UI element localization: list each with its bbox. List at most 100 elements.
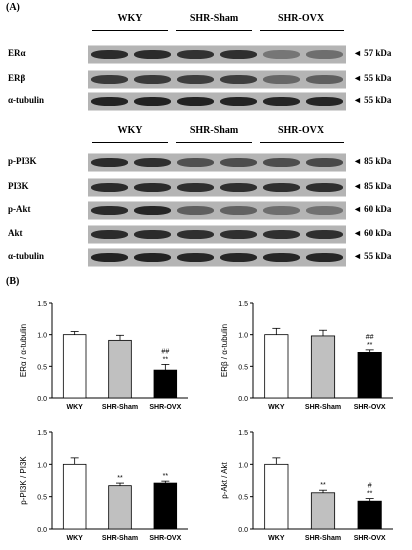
y-tick-label: 0.0 xyxy=(238,396,248,403)
y-tick-label: 1.0 xyxy=(238,462,248,469)
bar xyxy=(310,335,336,399)
blot-strip xyxy=(88,153,346,172)
x-tick-label: WKY xyxy=(268,404,285,411)
x-tick-label: WKY xyxy=(66,535,83,542)
blot-band xyxy=(134,230,171,239)
blot-band xyxy=(220,97,257,106)
blot-band xyxy=(306,206,343,215)
blot-band xyxy=(220,50,257,59)
group-header-wky-bottom: WKY xyxy=(117,125,143,136)
significance-mark: ** xyxy=(117,475,123,482)
blot-band xyxy=(177,158,214,167)
blot-band xyxy=(306,75,343,84)
blot-row-label: Akt xyxy=(8,228,23,238)
blot-band xyxy=(263,183,300,192)
blot-band xyxy=(134,158,171,167)
blot-band xyxy=(306,253,343,262)
blot-strip xyxy=(88,92,346,111)
group-header-line xyxy=(176,142,252,143)
bar xyxy=(62,463,87,530)
y-axis-label: p-PI3K / PI3K xyxy=(19,456,28,505)
blot-band xyxy=(91,75,128,84)
blot-band xyxy=(91,50,128,59)
significance-mark: ** xyxy=(367,342,373,349)
significance-mark: ** xyxy=(163,356,169,363)
blot-band xyxy=(220,206,257,215)
y-tick-label: 1.5 xyxy=(37,301,47,308)
bar xyxy=(153,482,178,530)
panel-a-label: (A) xyxy=(6,2,20,13)
blot-band xyxy=(306,158,343,167)
blot-band xyxy=(134,97,171,106)
group-header-line xyxy=(260,142,344,143)
blot-band xyxy=(91,183,128,192)
bar xyxy=(264,334,289,399)
molecular-weight-label: ◄ 85 kDa xyxy=(353,156,392,166)
y-tick-label: 0.5 xyxy=(37,495,47,502)
blot-band xyxy=(177,183,214,192)
blot-row-label: p-Akt xyxy=(8,204,31,214)
molecular-weight-label: ◄ 55 kDa xyxy=(353,251,392,261)
blot-band xyxy=(134,253,171,262)
blot-band xyxy=(91,230,128,239)
blot-band xyxy=(220,253,257,262)
x-tick-label: SHR-Sham xyxy=(305,404,341,411)
y-tick-label: 0.0 xyxy=(37,396,47,403)
molecular-weight-label: ◄ 55 kDa xyxy=(353,73,392,83)
x-tick-label: SHR-Sham xyxy=(305,535,341,542)
y-tick-label: 0.0 xyxy=(238,527,248,534)
y-tick-label: 0.5 xyxy=(37,364,47,371)
x-tick-label: SHR-OVX xyxy=(149,404,181,411)
blot-band xyxy=(220,75,257,84)
blot-row-label: α-tubulin xyxy=(8,95,45,105)
blot-band xyxy=(263,230,300,239)
significance-mark: ## xyxy=(366,334,374,341)
blot-band xyxy=(134,183,171,192)
blot-strip xyxy=(88,248,346,267)
bar xyxy=(357,351,382,399)
blot-band xyxy=(263,75,300,84)
group-header-sham-bottom: SHR-Sham xyxy=(189,125,239,136)
molecular-weight-label: ◄ 85 kDa xyxy=(353,181,392,191)
blot-band xyxy=(306,50,343,59)
blot-band xyxy=(263,158,300,167)
x-tick-label: SHR-Sham xyxy=(102,404,138,411)
blot-band xyxy=(177,75,214,84)
y-tick-label: 1.5 xyxy=(238,301,248,308)
y-tick-label: 1.5 xyxy=(238,430,248,437)
x-tick-label: WKY xyxy=(268,535,285,542)
significance-mark: ## xyxy=(161,348,169,355)
group-header-sham-top: SHR-Sham xyxy=(189,13,239,24)
y-tick-label: 0.5 xyxy=(238,364,248,371)
significance-mark: ** xyxy=(320,482,326,489)
x-tick-label: WKY xyxy=(66,404,83,411)
group-header-line xyxy=(92,30,168,31)
y-tick-label: 1.0 xyxy=(238,333,248,340)
molecular-weight-label: ◄ 55 kDa xyxy=(353,95,392,105)
blot-band xyxy=(306,183,343,192)
blot-band xyxy=(91,206,128,215)
blot-strip xyxy=(88,70,346,89)
molecular-weight-label: ◄ 57 kDa xyxy=(353,48,392,58)
bar xyxy=(153,369,178,399)
blot-band xyxy=(134,206,171,215)
blot-strip xyxy=(88,178,346,197)
group-header-line xyxy=(176,30,252,31)
bar xyxy=(357,500,382,530)
blot-band xyxy=(177,50,214,59)
blot-band xyxy=(91,253,128,262)
significance-mark: ** xyxy=(163,473,169,480)
y-tick-label: 0.5 xyxy=(238,495,248,502)
blot-band xyxy=(263,253,300,262)
y-tick-label: 1.0 xyxy=(37,333,47,340)
blot-strip xyxy=(88,225,346,244)
bar xyxy=(108,339,132,399)
group-header-line xyxy=(260,30,344,31)
bar xyxy=(264,463,289,530)
x-tick-label: SHR-Sham xyxy=(102,535,138,542)
y-axis-label: ERα / α-tubulin xyxy=(19,324,28,377)
group-header-line xyxy=(92,142,168,143)
y-axis-label: ERβ / α-tubulin xyxy=(220,324,229,377)
y-tick-label: 0.0 xyxy=(37,527,47,534)
